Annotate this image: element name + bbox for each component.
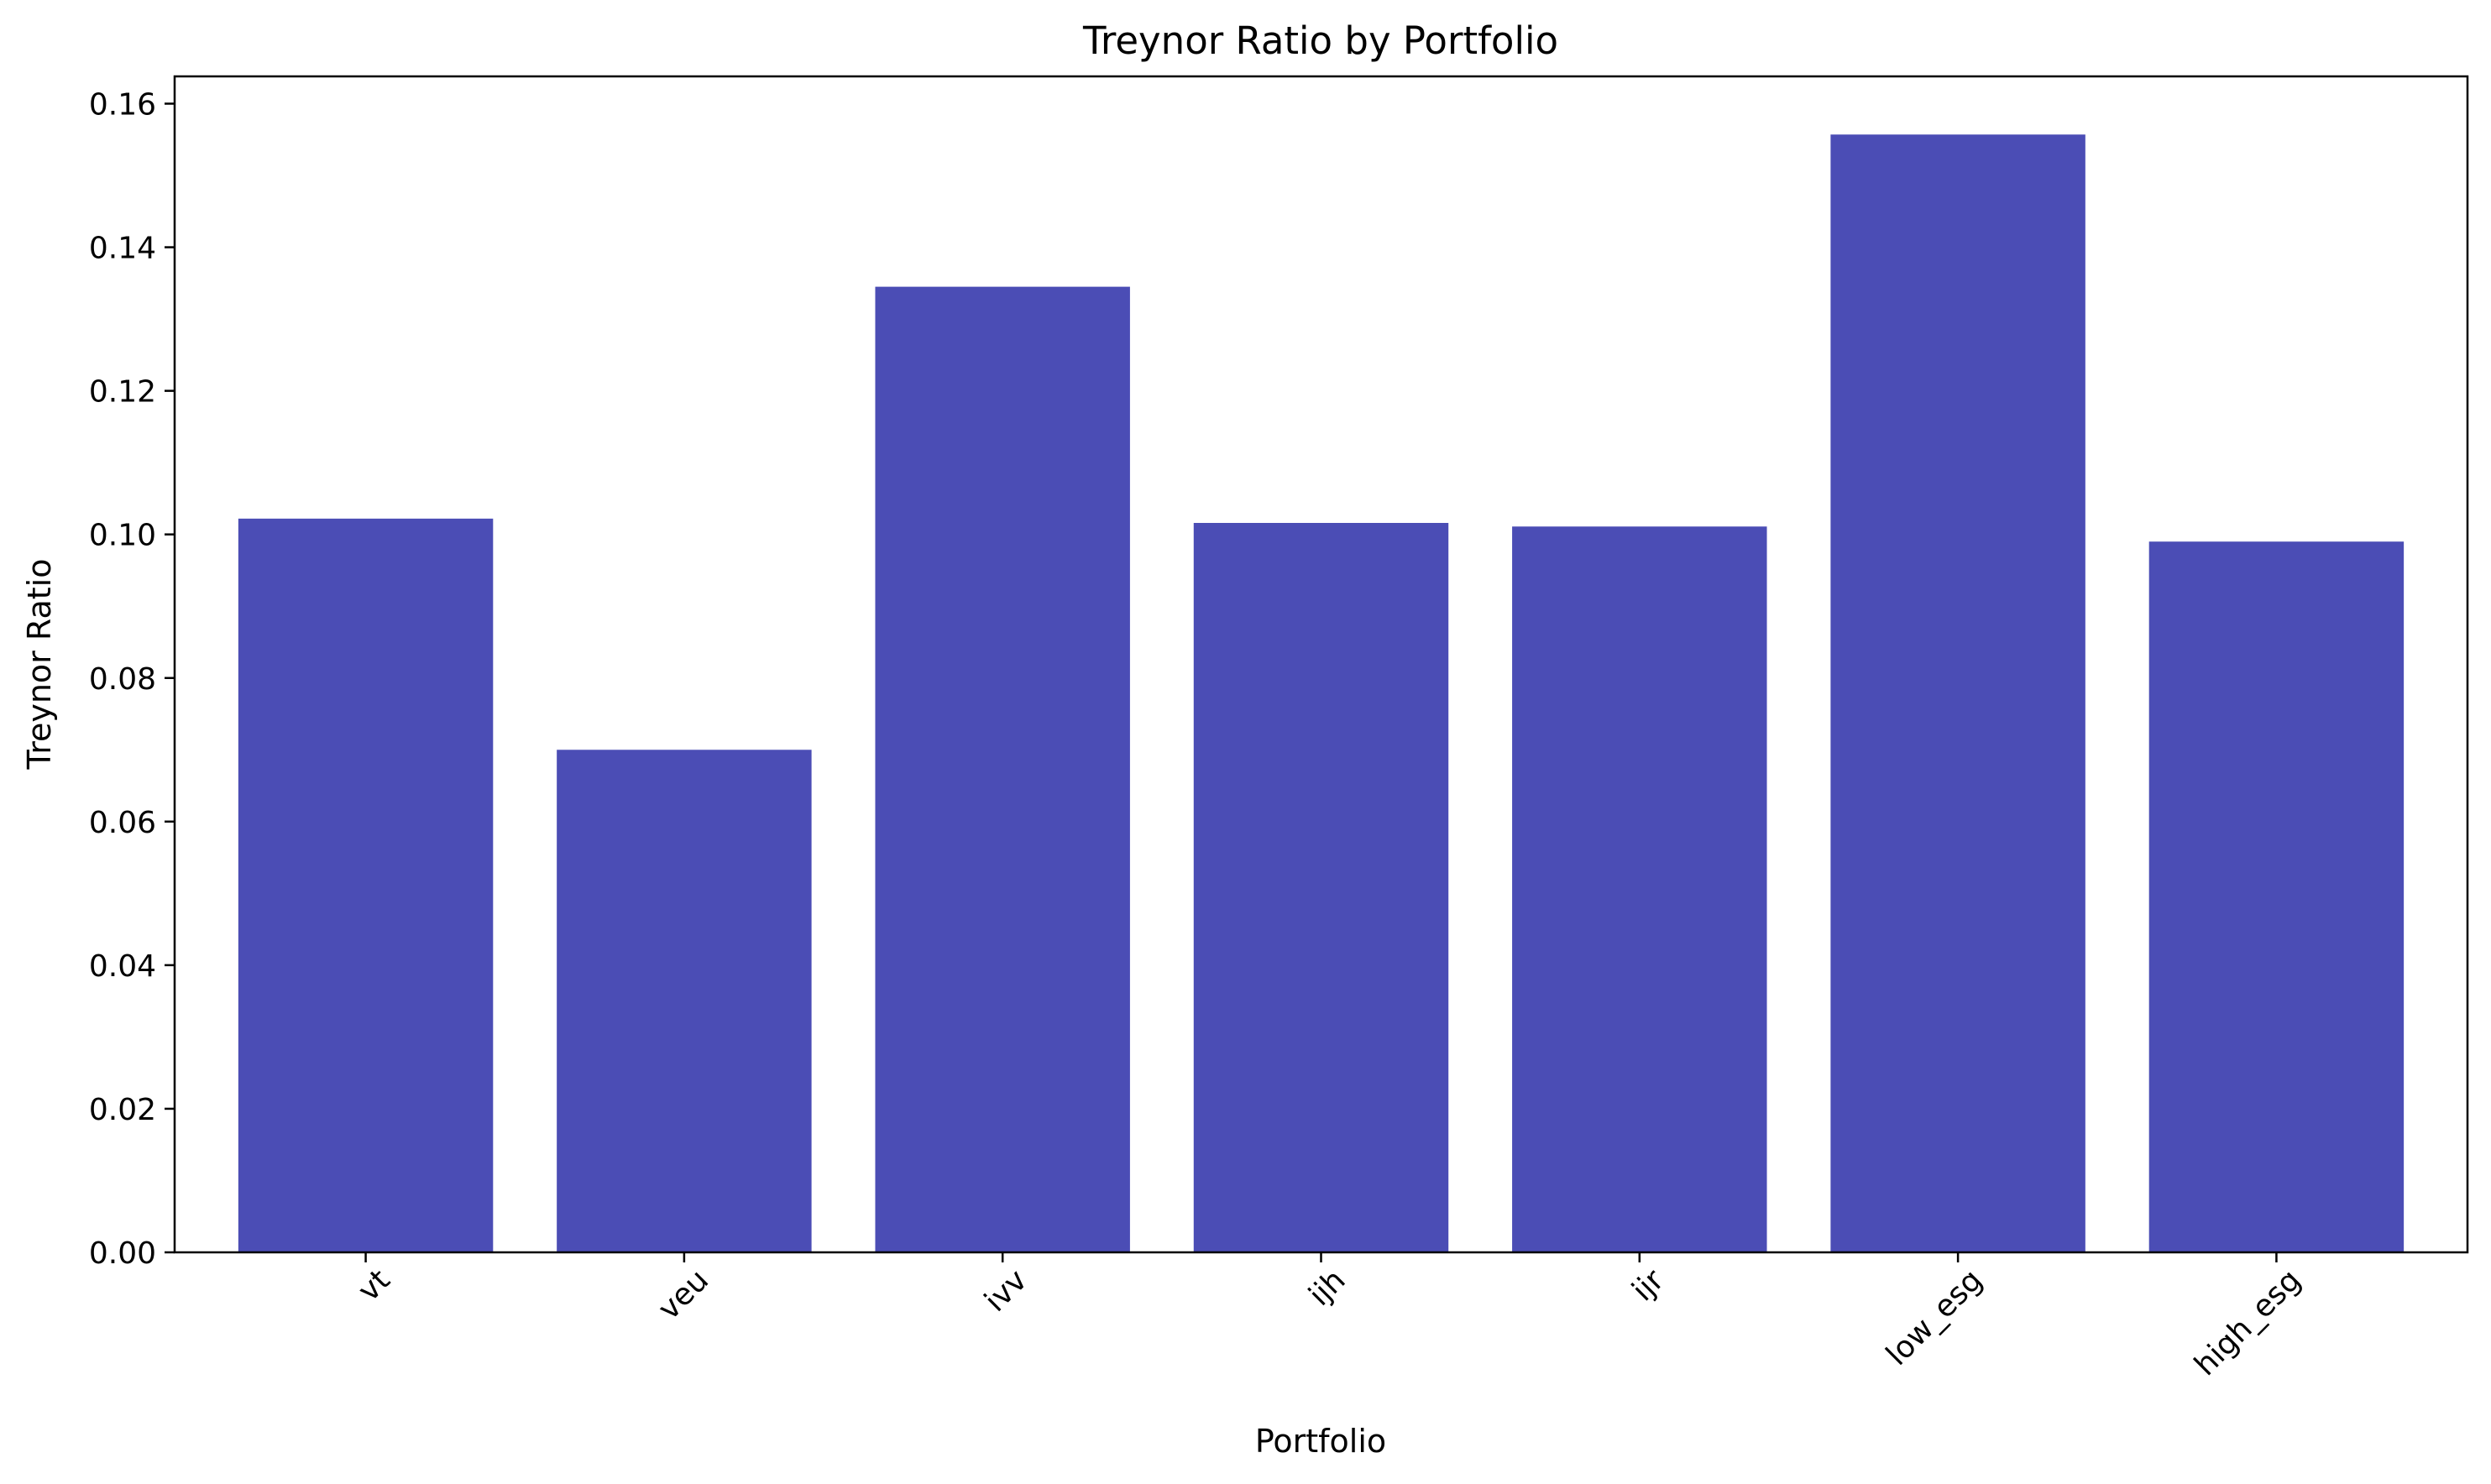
y-tick-label: 0.06 xyxy=(89,806,156,840)
bar-vt xyxy=(238,518,494,1252)
bars-layer xyxy=(238,134,2405,1252)
bar-veu xyxy=(557,750,812,1252)
plot-area-frame xyxy=(173,75,2469,1254)
x-axis-label: Portfolio xyxy=(1255,1423,1386,1460)
chart-title: Treynor Ratio by Portfolio xyxy=(1082,18,1558,63)
bar-ivv xyxy=(875,286,1130,1252)
y-tick-label: 0.12 xyxy=(89,375,156,410)
y-tick-label: 0.00 xyxy=(89,1236,156,1271)
y-tick-label: 0.14 xyxy=(89,232,156,266)
y-tick-label: 0.16 xyxy=(89,88,156,123)
y-tick-label: 0.02 xyxy=(89,1093,156,1127)
y-axis-label: Treynor Ratio xyxy=(21,559,58,771)
bar-ijr xyxy=(1512,526,1767,1252)
y-tick-label: 0.04 xyxy=(89,949,156,984)
bar-low_esg xyxy=(1830,134,2085,1252)
y-tick-label: 0.08 xyxy=(89,662,156,697)
y-axis: 0.00 0.02 0.04 0.06 0.08 0.10 0.12 0.14 0.16 xyxy=(89,88,175,1271)
bar-ijh xyxy=(1193,523,1449,1252)
bar-high_esg xyxy=(2148,541,2405,1252)
y-tick-label: 0.10 xyxy=(89,519,156,553)
